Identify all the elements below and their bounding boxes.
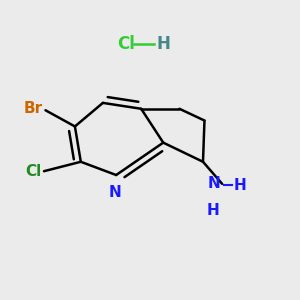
Text: H: H xyxy=(156,35,170,53)
Text: Cl: Cl xyxy=(25,164,41,179)
Text: Br: Br xyxy=(23,101,43,116)
Text: H: H xyxy=(234,178,247,193)
Text: N: N xyxy=(108,185,121,200)
Text: Cl: Cl xyxy=(118,35,135,53)
Text: H: H xyxy=(207,203,220,218)
Text: N: N xyxy=(208,176,221,191)
